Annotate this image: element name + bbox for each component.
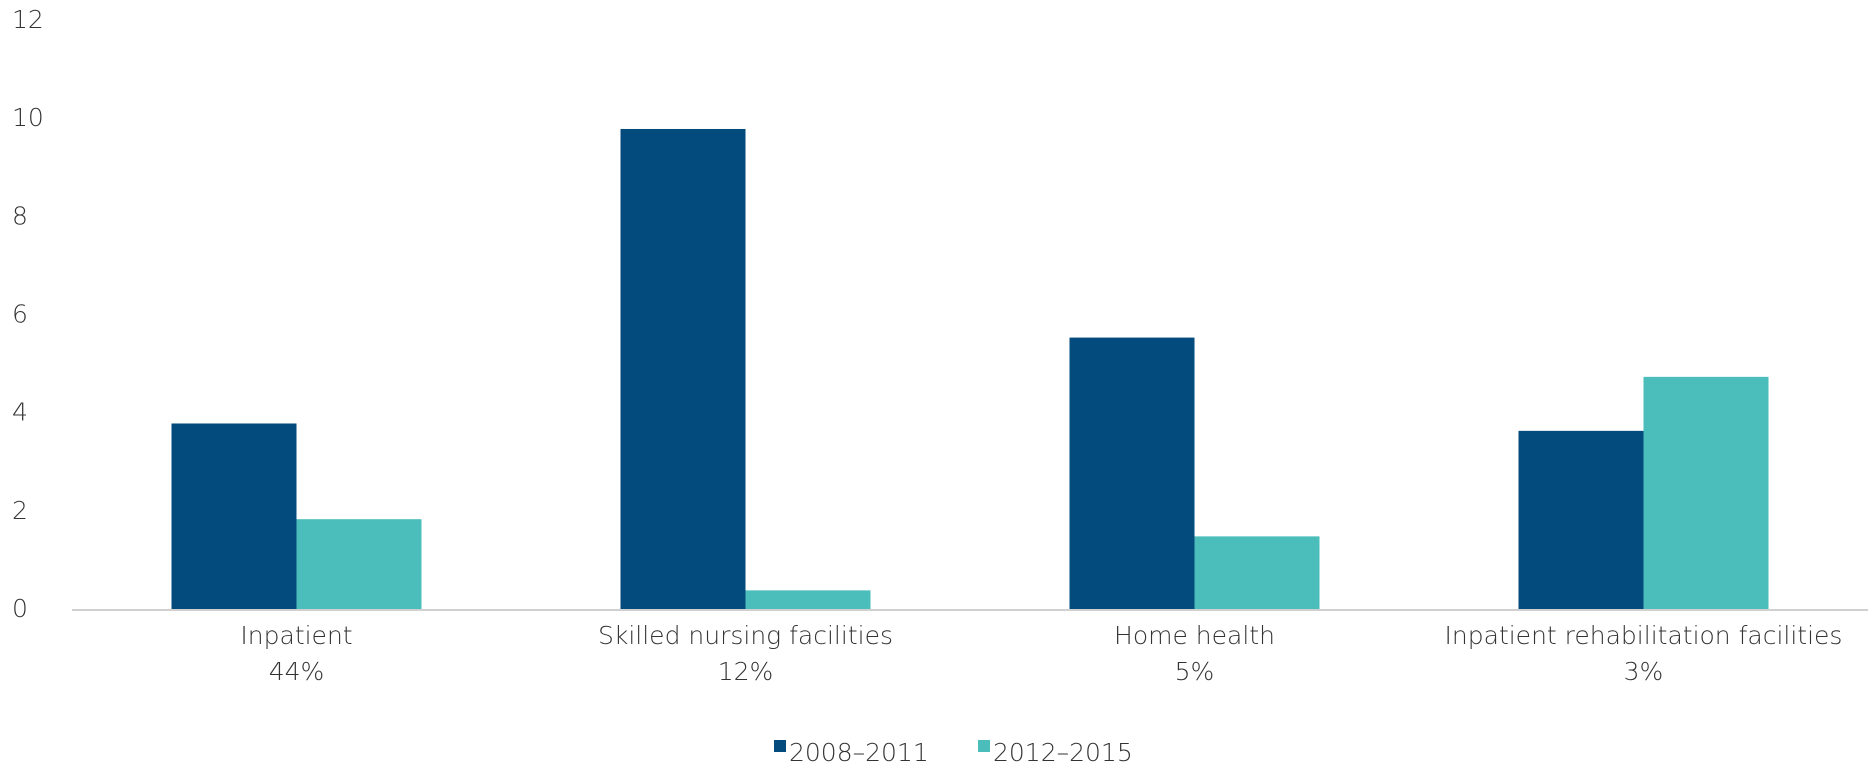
bar	[620, 128, 746, 610]
y-tick-label: 12	[12, 5, 44, 34]
y-tick-label: 10	[12, 103, 44, 132]
bar	[1518, 430, 1644, 610]
legend-label: 2008–2011	[789, 738, 929, 767]
x-tick-sublabel: 3%	[1624, 657, 1664, 686]
y-tick-label: 6	[12, 300, 28, 329]
bar	[1643, 376, 1769, 610]
x-tick-sublabel: 44%	[269, 657, 325, 686]
y-tick-label: 8	[12, 201, 28, 230]
legend-label: 2012–2015	[993, 738, 1133, 767]
x-tick-label: Home health	[1114, 621, 1275, 650]
bar	[1194, 536, 1320, 610]
bar	[745, 590, 871, 610]
y-tick-label: 0	[12, 594, 28, 623]
x-tick-label: Inpatient rehabilitation facilities	[1445, 621, 1843, 650]
legend-swatch	[774, 740, 786, 752]
bar	[171, 423, 297, 610]
x-tick-label: Inpatient	[240, 621, 352, 650]
x-tick-label: Skilled nursing facilities	[598, 621, 893, 650]
x-tick-sublabel: 12%	[718, 657, 774, 686]
legend-swatch	[978, 740, 990, 752]
bar	[296, 519, 422, 610]
y-tick-label: 2	[12, 496, 28, 525]
y-tick-label: 4	[12, 398, 28, 427]
bar	[1069, 337, 1195, 610]
x-tick-sublabel: 5%	[1175, 657, 1215, 686]
